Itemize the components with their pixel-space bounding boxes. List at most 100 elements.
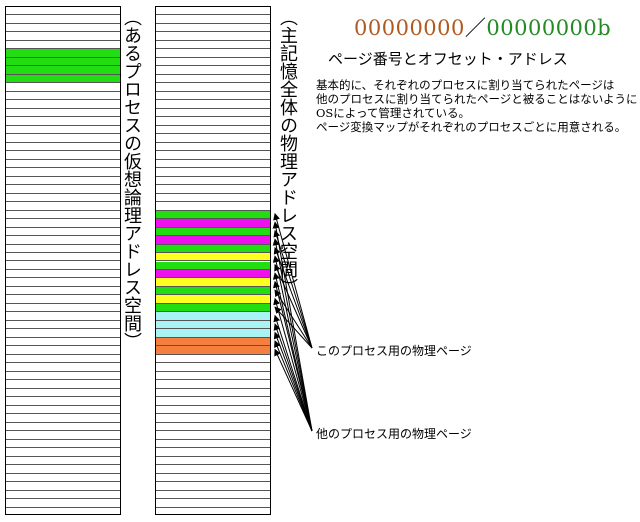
page-row — [156, 465, 270, 474]
own-page-arrow — [273, 229, 313, 349]
page-row — [156, 261, 270, 270]
page-row — [156, 363, 270, 372]
other-pages-callout: 他のプロセス用の物理ページ — [316, 427, 472, 441]
page-row — [6, 253, 120, 262]
page-row — [156, 58, 270, 67]
address-separator: ／ — [464, 16, 487, 40]
page-row — [6, 109, 120, 118]
page-row — [156, 380, 270, 389]
heading: ページ番号とオフセット・アドレス — [328, 50, 568, 68]
page-row — [6, 262, 120, 270]
page-row — [6, 185, 120, 194]
page-row — [6, 295, 120, 304]
page-row — [156, 210, 270, 220]
other-page-arrow — [274, 340, 313, 432]
page-row — [156, 320, 270, 330]
page-row — [156, 41, 270, 50]
page-row — [6, 24, 120, 33]
page-row — [156, 244, 270, 253]
page-row — [6, 151, 120, 160]
page-row — [6, 491, 120, 500]
page-row — [156, 168, 270, 177]
page-row — [156, 236, 270, 245]
page-row — [156, 457, 270, 466]
description-line: ページ変換マップがそれぞれのプロセスごとに用意される。 — [316, 120, 627, 134]
page-row — [6, 219, 120, 228]
other-page-arrow — [273, 280, 313, 432]
page-row — [6, 202, 120, 211]
description-line: 他のプロセスに割り当てられたページと被ることはないように — [316, 92, 638, 106]
page-row — [156, 7, 270, 16]
page-row — [156, 66, 270, 75]
page-row — [6, 389, 120, 398]
page-row — [156, 202, 270, 211]
page-row — [156, 92, 270, 101]
page-row — [6, 346, 120, 355]
page-row — [156, 100, 270, 109]
page-row — [6, 465, 120, 474]
page-row — [156, 49, 270, 58]
page-row — [156, 143, 270, 152]
page-row — [156, 126, 270, 135]
page-row — [156, 482, 270, 491]
page-row — [6, 41, 120, 50]
page-row — [156, 286, 270, 296]
page-row — [156, 83, 270, 92]
page-row — [6, 126, 120, 135]
page-row — [6, 117, 120, 126]
physical-address-space — [155, 6, 271, 515]
page-row — [6, 304, 120, 313]
page-row — [156, 312, 270, 321]
page-row — [6, 499, 120, 508]
page-row — [156, 389, 270, 398]
page-row — [156, 185, 270, 194]
page-row — [6, 134, 120, 143]
page-row — [6, 211, 120, 220]
page-row — [6, 440, 120, 449]
page-row — [156, 406, 270, 415]
virtual-address-space — [5, 6, 121, 515]
page-row — [156, 194, 270, 203]
own-pages-callout: このプロセス用の物理ページ — [316, 344, 472, 358]
own-page-arrow — [273, 246, 313, 349]
page-row — [6, 66, 120, 75]
page-row — [156, 253, 270, 262]
page-row — [156, 474, 270, 483]
address-format: 00000000／00000000b — [354, 12, 611, 42]
page-row — [156, 117, 270, 126]
page-row — [6, 177, 120, 186]
page-row — [6, 448, 120, 457]
page-row — [156, 227, 270, 237]
page-row — [6, 363, 120, 372]
page-row — [6, 194, 120, 203]
page-row — [156, 355, 270, 364]
page-row — [6, 100, 120, 109]
page-row — [156, 372, 270, 381]
own-page-arrow — [274, 263, 313, 349]
description: 基本的に、それぞれのプロセスに割り当てられたページは 他のプロセスに割り当てられ… — [316, 78, 638, 134]
other-page-arrow — [272, 221, 313, 432]
page-row — [6, 380, 120, 389]
page-row — [156, 303, 270, 313]
page-row — [156, 295, 270, 304]
page-row — [6, 228, 120, 237]
description-line: OSによって管理されている。 — [316, 106, 471, 120]
other-page-arrow — [273, 297, 313, 432]
page-row — [6, 49, 120, 58]
page-row — [6, 431, 120, 440]
page-row — [156, 431, 270, 440]
page-row — [156, 177, 270, 186]
offset-bits: 00000000b — [486, 16, 612, 40]
page-row — [6, 406, 120, 415]
virtual-space-label: （あるプロセスの仮想論理アドレス空間） — [121, 8, 142, 350]
page-row — [156, 423, 270, 432]
page-row — [6, 236, 120, 245]
own-page-arrow — [273, 212, 313, 349]
page-row — [6, 15, 120, 24]
page-row — [156, 499, 270, 508]
page-row — [156, 448, 270, 457]
page-row — [156, 491, 270, 500]
page-row — [156, 134, 270, 143]
page-row — [156, 15, 270, 24]
